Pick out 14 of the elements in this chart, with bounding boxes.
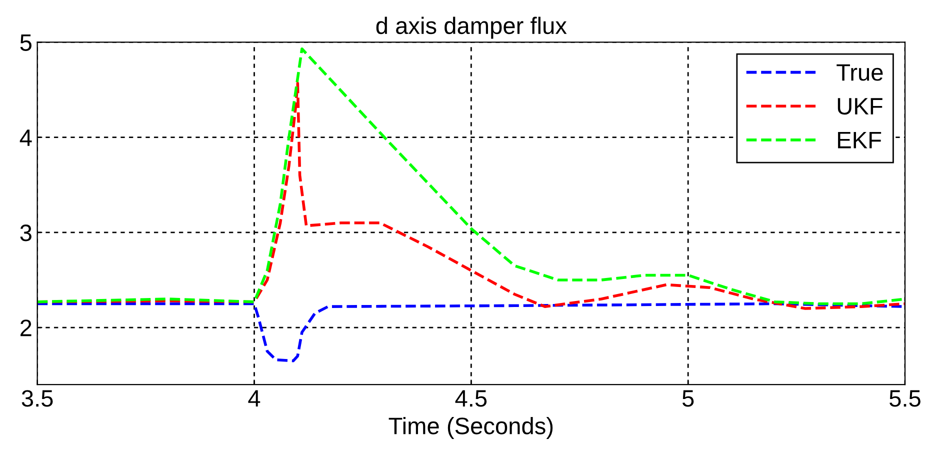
x-tick-label: 3.5 <box>22 390 53 407</box>
x-tick-label: 5 <box>682 390 694 407</box>
x-axis-title: Time (Seconds) <box>388 417 553 440</box>
y-tick-label: 3 <box>20 224 32 242</box>
y-tick-label: 2 <box>20 320 32 336</box>
y-tick-label: 5 <box>20 34 32 51</box>
legend-label: True <box>836 64 883 81</box>
legend-label: UKF <box>838 98 882 115</box>
x-tick-label: 4.5 <box>455 390 487 407</box>
y-tick-label: 4 <box>20 130 32 146</box>
x-tick-label: 5.5 <box>890 390 920 407</box>
x-tick-label: 4 <box>248 390 260 407</box>
chart-title: d axis damper flux <box>376 16 567 39</box>
legend-label: EKF <box>838 132 882 148</box>
